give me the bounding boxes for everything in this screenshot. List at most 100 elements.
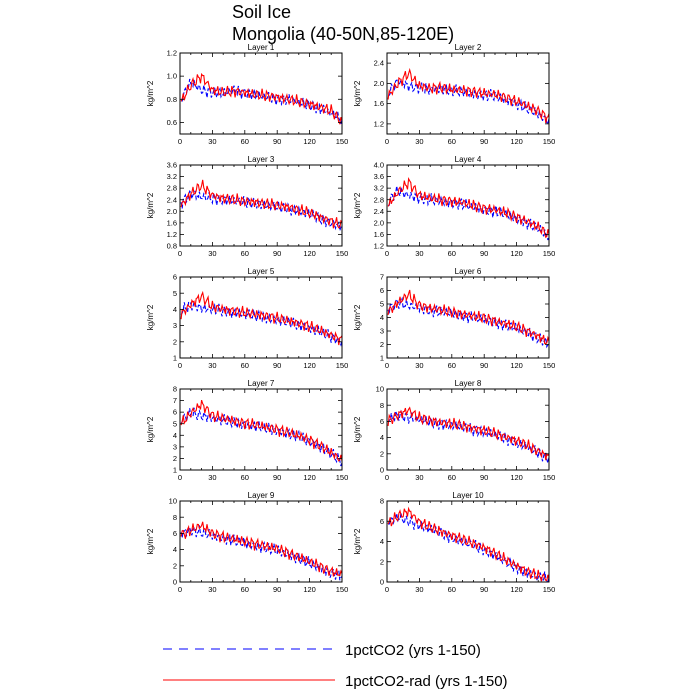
panel-layer-9: Layer 9 kg/m^2 0 30 60 90 120 150 0 2 4 6 8 10 [146,491,348,594]
panel-layer-8: Layer 8 kg/m^2 0 30 60 90 120 150 0 2 4 6 8 10 [353,379,555,482]
y-tick-label: 8 [380,497,384,506]
x-tick-label: 150 [543,473,556,482]
x-tick-label: 90 [480,249,488,258]
y-axis-label: kg/m^2 [353,80,362,106]
series-line-1pctco2 [387,409,549,464]
series-line-1pctco2-rad [180,521,342,577]
y-tick-label: 0.8 [167,242,177,251]
y-tick-label: 2 [380,557,384,566]
y-tick-label: 5 [173,289,177,298]
y-tick-label: 5 [173,419,177,428]
panel-layer-6: Layer 6 kg/m^2 0 30 60 90 120 150 1 2 3 4 5 6 7 [353,267,555,370]
panel-layer-10: Layer 10 kg/m^2 0 30 60 90 120 150 0 2 4 6 8 [353,491,555,594]
x-tick-label: 60 [448,249,456,258]
series-line-1pctco2 [388,512,549,582]
panel-title: Layer 9 [248,491,275,500]
y-axis-label: kg/m^2 [353,304,362,330]
panel-title: Layer 10 [452,491,484,500]
y-tick-label: 7 [173,396,177,405]
y-tick-label: 1.2 [167,49,177,58]
panel-title: Layer 5 [248,267,275,276]
panel-layer-7: Layer 7 kg/m^2 0 30 60 90 120 150 1 2 3 4 5 6 7 8 [146,379,348,482]
y-tick-label: 3.2 [167,172,177,181]
series-line-1pctco2 [180,525,342,581]
x-tick-label: 30 [415,361,423,370]
series-line-1pctco2 [180,190,342,231]
series-line-1pctco2-rad [180,399,342,462]
series-line-1pctco2-rad [180,179,342,229]
x-tick-label: 120 [303,249,316,258]
plot-frame [179,388,343,471]
x-tick-label: 60 [448,137,456,146]
y-tick-label: 2.8 [167,184,177,193]
x-tick-label: 0 [178,585,182,594]
y-tick-label: 7 [380,273,384,282]
y-tick-label: 4 [380,433,384,442]
x-tick-label: 30 [415,585,423,594]
series-line-1pctco2-rad [387,67,549,124]
x-tick-label: 90 [480,585,488,594]
panel-layer-5: Layer 5 kg/m^2 0 30 60 90 120 150 1 2 3 4 5 6 [146,267,348,370]
x-tick-label: 0 [178,249,182,258]
series-line-1pctco2-rad [387,406,549,461]
y-axis-label: kg/m^2 [353,192,362,218]
y-tick-label: 6 [380,517,384,526]
x-tick-label: 0 [178,361,182,370]
y-tick-label: 1.6 [374,99,384,108]
x-tick-label: 60 [448,361,456,370]
series-line-1pctco2 [387,77,549,126]
plot-frame [179,276,343,359]
x-tick-label: 90 [480,473,488,482]
series-line-1pctco2 [181,78,342,124]
y-tick-label: 6 [380,417,384,426]
series-group [180,179,342,231]
y-tick-label: 0 [380,578,384,587]
panel-title: Layer 8 [455,379,482,388]
y-tick-label: 2.0 [374,218,384,227]
y-tick-label: 2.8 [374,195,384,204]
plot-frame [386,164,550,247]
panel-title: Layer 7 [248,379,275,388]
x-tick-label: 90 [273,473,281,482]
series-group [180,521,342,581]
series-line-1pctco2 [387,185,549,241]
series-line-1pctco2 [180,407,342,467]
y-tick-label: 1.2 [167,230,177,239]
y-tick-label: 10 [376,385,384,394]
y-tick-label: 0.8 [167,95,177,104]
x-tick-label: 60 [241,137,249,146]
panel-layer-2: Layer 2 kg/m^2 0 30 60 90 120 150 1.2 1.6 2.0 2.4 [353,43,555,146]
y-tick-label: 1.0 [167,72,177,81]
x-tick-label: 30 [208,473,216,482]
y-tick-label: 0 [173,578,177,587]
panel-grid: Layer 1kg/m^20 30 60 90 120 1500.60.81.01.2La… [146,43,555,594]
y-tick-label: 5 [380,300,384,309]
y-tick-label: 6 [173,273,177,282]
series-group [180,72,342,126]
y-tick-label: 3 [173,442,177,451]
x-tick-label: 0 [178,473,182,482]
y-tick-label: 3.6 [374,172,384,181]
x-tick-label: 150 [543,361,556,370]
y-tick-label: 6 [173,408,177,417]
x-tick-label: 120 [510,585,523,594]
y-tick-label: 3 [173,321,177,330]
y-tick-label: 2.4 [374,59,384,68]
y-axis-label: kg/m^2 [146,80,155,106]
series-line-1pctco2-rad [180,72,342,126]
y-tick-label: 1.6 [167,218,177,227]
x-tick-label: 0 [385,473,389,482]
series-group [180,290,342,347]
x-tick-label: 90 [273,249,281,258]
x-tick-label: 150 [336,585,349,594]
y-tick-label: 3.2 [374,184,384,193]
plot-frame [386,52,550,135]
y-tick-label: 1 [173,354,177,363]
panel-layer-4: Layer 4 kg/m^2 0 30 60 90 120 150 1.2 1.6 2.0 2.4 2.… [353,155,555,258]
y-tick-label: 6 [380,286,384,295]
y-tick-label: 2 [380,449,384,458]
y-axis-label: kg/m^2 [146,416,155,442]
x-tick-label: 60 [241,249,249,258]
x-tick-label: 0 [385,249,389,258]
panel-layer-3: Layer 3 kg/m^2 0 30 60 90 120 150 0.8 1.2 1.6 2.0 2.… [146,155,348,258]
